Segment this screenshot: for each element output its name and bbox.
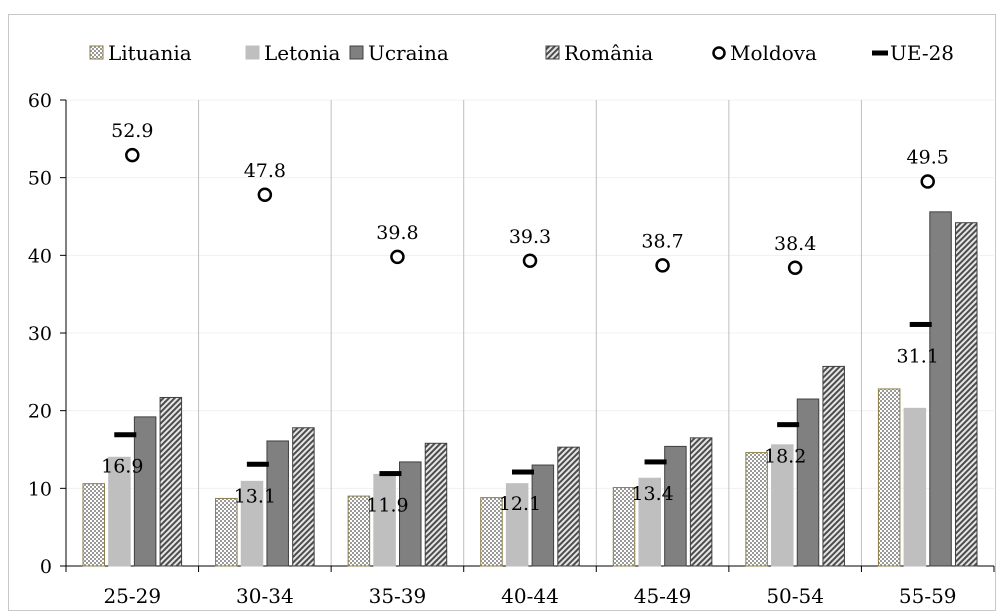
bar-ucraina [664,445,687,567]
data-label-moldova: 39.3 [509,226,551,248]
bar-ucraina [133,416,157,567]
y-tick-label: 40 [28,245,52,267]
legend-label-ucraina: Ucraina [368,41,449,65]
legend-label-moldova: Moldova [730,41,817,65]
bar-rom-nia [822,365,845,567]
bar-ucraina [929,211,952,567]
bar-lituania [745,452,768,567]
bar-letonia [771,444,794,567]
legend-label-rom-nia: România [564,41,653,65]
bar-rom-nia [689,437,713,567]
marker-moldova [257,187,273,203]
bar-lituania [215,497,238,567]
legend-swatch-lituania [89,45,104,60]
bar-letonia [108,456,131,567]
bar-lituania [612,487,636,567]
x-tick-label: 30-34 [236,584,294,608]
marker-moldova [390,249,405,265]
marker-moldova [655,258,670,273]
y-tick-label: 10 [28,478,52,500]
x-tick-label: 50-54 [766,584,824,608]
y-tick-label: 50 [28,168,52,190]
bar-ucraina [531,464,555,567]
marker-ue28 [114,432,137,438]
legend-swatch-moldova [712,46,726,60]
bar-lituania [82,483,105,567]
bar-rom-nia [292,427,315,567]
bar-lituania [480,497,503,567]
legend-label-ue-28: UE-28 [890,41,954,65]
legend-label-lituania: Lituania [108,41,192,65]
marker-ue28 [512,469,534,475]
y-tick-label: 30 [28,323,52,345]
y-tick-label: 0 [40,556,52,578]
bar-letonia [373,473,396,567]
data-label-moldova: 38.7 [641,230,683,252]
marker-ue28 [909,321,932,327]
data-label-ue28: 13.1 [234,485,276,507]
bar-ucraina [266,440,289,567]
marker-moldova [787,260,803,276]
marker-ue28 [379,471,402,477]
legend-swatch-rom-nia [545,45,560,60]
data-label-moldova: 49.5 [907,147,949,169]
marker-moldova [522,253,538,269]
data-label-moldova: 52.9 [111,120,153,142]
legend-swatch-ue-28 [872,50,888,56]
bar-lituania [877,388,901,567]
x-tick-label: 55-59 [899,584,957,608]
bar-ucraina [399,461,422,567]
bar-ucraina [796,398,820,567]
data-label-ue28: 13.4 [631,483,673,505]
x-tick-label: 25-29 [103,584,161,608]
bar-lituania [347,495,371,567]
marker-ue28 [777,422,800,428]
marker-ue28 [644,459,667,465]
data-label-ue28: 31.1 [897,345,939,367]
bar-letonia [638,477,661,567]
data-label-ue28: 16.9 [101,456,143,478]
data-label-ue28: 12.1 [499,493,541,515]
bar-rom-nia [424,442,448,567]
legend-label-letonia: Letonia [264,41,340,65]
x-tick-label: 35-39 [369,584,427,608]
data-label-moldova: 47.8 [244,160,286,182]
marker-moldova [125,147,140,163]
data-label-moldova: 39.8 [376,222,418,244]
bar-rom-nia [955,222,978,567]
y-tick-label: 60 [28,90,52,112]
bar-rom-nia [557,446,580,567]
legend-swatch-letonia [245,45,260,60]
x-tick-label: 45-49 [634,584,692,608]
bar-letonia [240,480,264,567]
data-label-moldova: 38.4 [774,233,816,255]
bar-letonia [505,483,529,567]
data-label-ue28: 18.2 [764,446,806,468]
marker-moldova [920,174,935,189]
data-label-ue28: 11.9 [366,495,408,517]
bar-letonia [903,407,927,567]
bar-rom-nia [159,396,183,567]
marker-ue28 [246,461,269,467]
y-tick-label: 20 [28,401,52,423]
legend-swatch-ucraina [349,45,364,60]
x-tick-label: 40-44 [501,584,559,608]
